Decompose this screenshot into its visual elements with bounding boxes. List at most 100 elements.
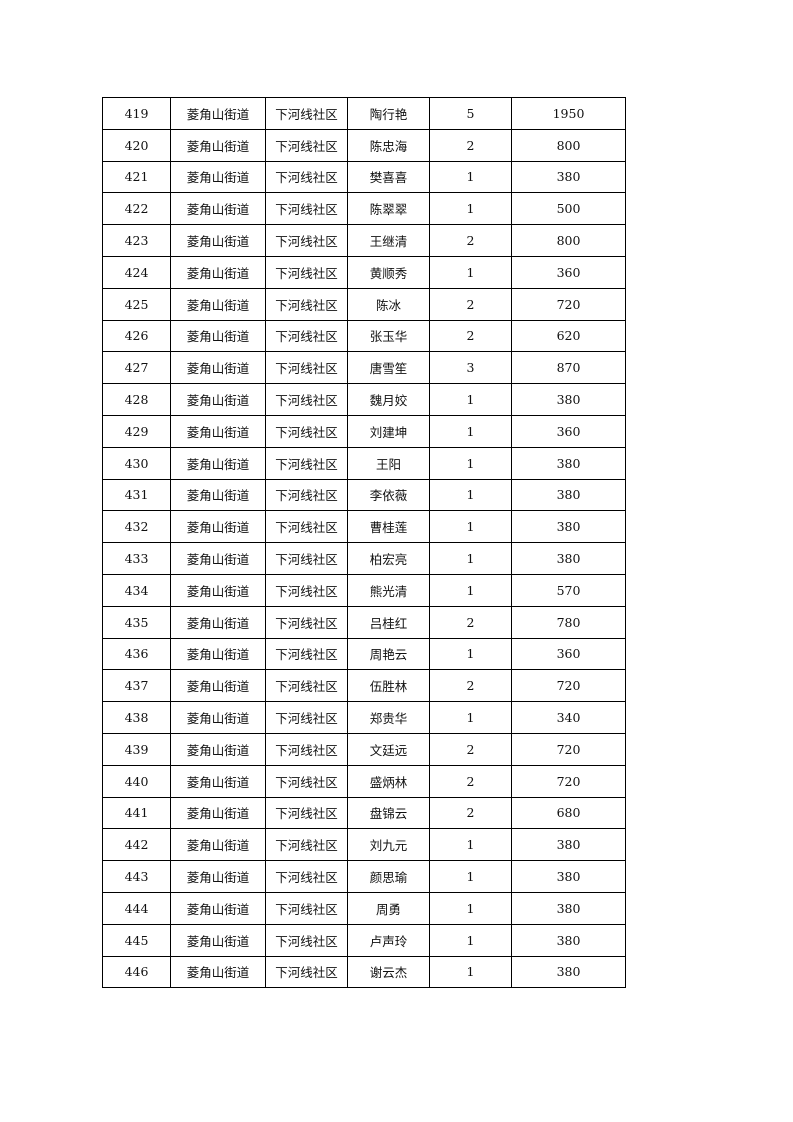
person-name-cell: 魏月姣 [347, 383, 430, 416]
row-number-cell: 445 [102, 923, 171, 957]
person-name-cell: 周勇 [347, 891, 430, 925]
amount-cell: 380 [511, 891, 626, 925]
row-number-cell: 426 [102, 319, 171, 353]
community-cell: 下河线社区 [265, 478, 348, 512]
community-cell: 下河线社区 [265, 637, 348, 671]
table-body: 419 菱角山街道 下河线社区 陶行艳 5 1950 420 菱角山街道 下河线社区 陈忠海 2 80… [102, 97, 626, 989]
household-count-cell: 1 [429, 542, 512, 575]
data-table: 419 菱角山街道 下河线社区 陶行艳 5 1950 420 菱角山街道 下河线社区 陈忠海 2 80… [102, 97, 626, 989]
amount-cell: 680 [511, 796, 626, 830]
row-number-cell: 420 [102, 128, 171, 162]
amount-cell: 380 [511, 828, 626, 862]
community-cell: 下河线社区 [265, 542, 348, 575]
household-count-cell: 3 [429, 351, 512, 385]
household-count-cell: 1 [429, 478, 512, 512]
community-cell: 下河线社区 [265, 796, 348, 830]
amount-cell: 380 [511, 510, 626, 544]
table-row: 419 菱角山街道 下河线社区 陶行艳 5 1950 [102, 97, 626, 130]
amount-cell: 500 [511, 192, 626, 226]
person-name-cell: 张玉华 [347, 319, 430, 353]
street-cell: 菱角山街道 [170, 796, 266, 830]
row-number-cell: 434 [102, 573, 171, 607]
community-cell: 下河线社区 [265, 573, 348, 607]
street-cell: 菱角山街道 [170, 414, 266, 448]
amount-cell: 720 [511, 732, 626, 766]
household-count-cell: 2 [429, 605, 512, 639]
person-name-cell: 郑贵华 [347, 701, 430, 734]
row-number-cell: 425 [102, 287, 171, 321]
community-cell: 下河线社区 [265, 255, 348, 289]
household-count-cell: 1 [429, 573, 512, 607]
street-cell: 菱角山街道 [170, 828, 266, 862]
street-cell: 菱角山街道 [170, 605, 266, 639]
street-cell: 菱角山街道 [170, 255, 266, 289]
table-row: 427 菱角山街道 下河线社区 唐雪笙 3 870 [102, 351, 626, 385]
street-cell: 菱角山街道 [170, 319, 266, 353]
household-count-cell: 5 [429, 97, 512, 130]
street-cell: 菱角山街道 [170, 764, 266, 798]
person-name-cell: 文廷远 [347, 732, 430, 766]
community-cell: 下河线社区 [265, 669, 348, 703]
amount-cell: 360 [511, 414, 626, 448]
table-row: 425 菱角山街道 下河线社区 陈冰 2 720 [102, 287, 626, 321]
row-number-cell: 438 [102, 701, 171, 734]
community-cell: 下河线社区 [265, 891, 348, 925]
community-cell: 下河线社区 [265, 383, 348, 416]
person-name-cell: 陈冰 [347, 287, 430, 321]
community-cell: 下河线社区 [265, 192, 348, 226]
table-row: 420 菱角山街道 下河线社区 陈忠海 2 800 [102, 128, 626, 162]
community-cell: 下河线社区 [265, 701, 348, 734]
amount-cell: 360 [511, 255, 626, 289]
household-count-cell: 2 [429, 287, 512, 321]
household-count-cell: 1 [429, 160, 512, 194]
person-name-cell: 吕桂红 [347, 605, 430, 639]
street-cell: 菱角山街道 [170, 669, 266, 703]
person-name-cell: 周艳云 [347, 637, 430, 671]
amount-cell: 720 [511, 287, 626, 321]
amount-cell: 570 [511, 573, 626, 607]
row-number-cell: 446 [102, 955, 171, 989]
amount-cell: 780 [511, 605, 626, 639]
community-cell: 下河线社区 [265, 764, 348, 798]
community-cell: 下河线社区 [265, 319, 348, 353]
community-cell: 下河线社区 [265, 828, 348, 862]
community-cell: 下河线社区 [265, 224, 348, 257]
amount-cell: 380 [511, 160, 626, 194]
household-count-cell: 2 [429, 128, 512, 162]
row-number-cell: 419 [102, 97, 171, 130]
street-cell: 菱角山街道 [170, 160, 266, 194]
table-row: 429 菱角山街道 下河线社区 刘建坤 1 360 [102, 414, 626, 448]
street-cell: 菱角山街道 [170, 510, 266, 544]
community-cell: 下河线社区 [265, 923, 348, 957]
community-cell: 下河线社区 [265, 287, 348, 321]
amount-cell: 870 [511, 351, 626, 385]
person-name-cell: 盛炳林 [347, 764, 430, 798]
household-count-cell: 1 [429, 383, 512, 416]
street-cell: 菱角山街道 [170, 192, 266, 226]
person-name-cell: 陈翠翠 [347, 192, 430, 226]
row-number-cell: 424 [102, 255, 171, 289]
person-name-cell: 刘建坤 [347, 414, 430, 448]
household-count-cell: 2 [429, 319, 512, 353]
table-row: 421 菱角山街道 下河线社区 樊喜喜 1 380 [102, 160, 626, 194]
amount-cell: 380 [511, 446, 626, 480]
street-cell: 菱角山街道 [170, 351, 266, 385]
community-cell: 下河线社区 [265, 160, 348, 194]
table-row: 445 菱角山街道 下河线社区 卢声玲 1 380 [102, 923, 626, 957]
table-row: 438 菱角山街道 下河线社区 郑贵华 1 340 [102, 701, 626, 734]
community-cell: 下河线社区 [265, 860, 348, 893]
row-number-cell: 429 [102, 414, 171, 448]
table-row: 422 菱角山街道 下河线社区 陈翠翠 1 500 [102, 192, 626, 226]
street-cell: 菱角山街道 [170, 701, 266, 734]
table-row: 439 菱角山街道 下河线社区 文廷远 2 720 [102, 732, 626, 766]
table-row: 441 菱角山街道 下河线社区 盘锦云 2 680 [102, 796, 626, 830]
street-cell: 菱角山街道 [170, 383, 266, 416]
table-row: 424 菱角山街道 下河线社区 黄顺秀 1 360 [102, 255, 626, 289]
street-cell: 菱角山街道 [170, 732, 266, 766]
amount-cell: 380 [511, 383, 626, 416]
person-name-cell: 樊喜喜 [347, 160, 430, 194]
household-count-cell: 2 [429, 732, 512, 766]
household-count-cell: 2 [429, 224, 512, 257]
person-name-cell: 颜思瑜 [347, 860, 430, 893]
person-name-cell: 王继清 [347, 224, 430, 257]
